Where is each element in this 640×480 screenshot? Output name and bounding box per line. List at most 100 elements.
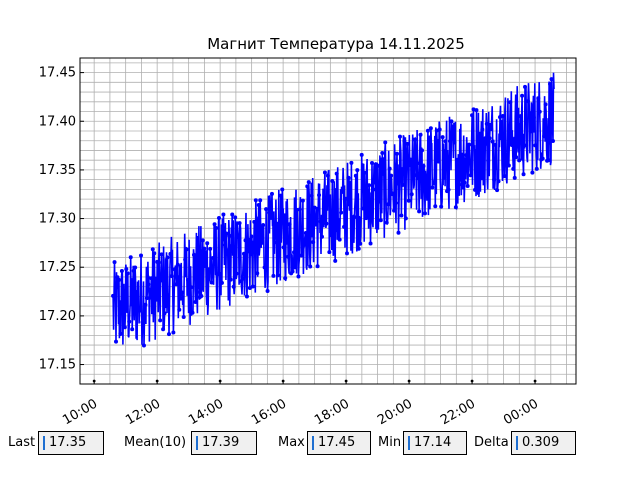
- data-point: [243, 238, 248, 243]
- data-point: [358, 241, 363, 246]
- data-point: [546, 158, 551, 163]
- data-point: [409, 192, 414, 197]
- data-point: [392, 208, 397, 213]
- mean-value-field: 17.39: [191, 431, 257, 455]
- data-point: [386, 202, 391, 207]
- data-point: [242, 251, 247, 256]
- data-point: [486, 158, 491, 163]
- data-point: [450, 136, 455, 141]
- y-tick-label: 17.30: [39, 212, 76, 227]
- data-point: [383, 140, 388, 145]
- data-point: [549, 77, 554, 82]
- max-value-field: 17.45: [307, 431, 371, 455]
- data-point: [521, 172, 526, 177]
- cursor-icon: [516, 436, 518, 450]
- data-point: [144, 296, 149, 301]
- data-point: [219, 280, 224, 285]
- data-point: [303, 231, 308, 236]
- data-point: [156, 260, 161, 265]
- data-point: [487, 136, 492, 141]
- data-point: [375, 163, 380, 168]
- data-point: [361, 206, 366, 211]
- data-point: [384, 220, 389, 225]
- data-point: [180, 290, 185, 295]
- data-point: [268, 211, 273, 216]
- data-point: [475, 190, 480, 195]
- data-point: [214, 226, 219, 231]
- data-point: [393, 200, 398, 205]
- data-point: [537, 109, 542, 114]
- data-point: [153, 276, 158, 281]
- min-label: Min: [378, 435, 402, 450]
- data-point: [402, 139, 407, 144]
- data-point: [492, 177, 497, 182]
- x-tick-label: 14:00: [186, 396, 226, 428]
- data-point: [122, 325, 127, 330]
- x-tick-label: 22:00: [438, 396, 478, 428]
- y-tick-label: 17.35: [39, 163, 76, 178]
- cursor-icon: [408, 436, 410, 450]
- data-point: [455, 157, 460, 162]
- data-point: [293, 230, 298, 235]
- data-point: [520, 93, 525, 98]
- data-point: [143, 302, 148, 307]
- data-point: [325, 173, 330, 178]
- data-point: [256, 202, 261, 207]
- data-point: [147, 287, 152, 292]
- data-point: [334, 171, 339, 176]
- y-tick-label: 17.45: [39, 66, 76, 81]
- data-point: [211, 256, 216, 261]
- data-point: [502, 174, 507, 179]
- data-point: [427, 135, 432, 140]
- data-point: [221, 212, 226, 217]
- data-point: [406, 198, 411, 203]
- data-point: [387, 166, 392, 171]
- data-point: [231, 284, 236, 289]
- data-point: [414, 173, 419, 178]
- data-point: [362, 170, 367, 175]
- data-point: [533, 143, 538, 148]
- data-point: [452, 140, 457, 145]
- data-point: [540, 156, 545, 161]
- data-point: [440, 135, 445, 140]
- data-point: [258, 198, 263, 203]
- data-point: [408, 157, 413, 162]
- data-point: [272, 221, 277, 226]
- last-value: 17.35: [49, 435, 87, 450]
- data-point: [246, 249, 251, 254]
- data-point: [196, 285, 201, 290]
- data-point: [312, 205, 317, 210]
- data-point: [228, 277, 233, 282]
- data-point: [412, 137, 417, 142]
- data-point: [317, 193, 322, 198]
- data-point: [169, 274, 174, 279]
- data-point: [278, 193, 283, 198]
- x-tick-label: 20:00: [375, 396, 415, 428]
- data-point: [178, 296, 183, 301]
- data-point: [378, 218, 383, 223]
- data-point: [212, 222, 217, 227]
- data-point: [152, 251, 157, 256]
- data-point: [405, 141, 410, 146]
- data-point: [371, 187, 376, 192]
- data-point: [233, 215, 238, 220]
- data-point: [168, 251, 173, 256]
- data-point: [161, 327, 166, 332]
- mean-label: Mean(10): [124, 435, 187, 450]
- data-point: [548, 81, 553, 86]
- data-point: [534, 166, 539, 171]
- last-value-field: 17.35: [38, 431, 104, 455]
- last-label: Last: [8, 435, 36, 450]
- max-value: 17.45: [318, 435, 356, 450]
- data-point: [490, 139, 495, 144]
- data-point: [250, 284, 255, 289]
- data-point: [509, 142, 514, 147]
- y-tick-label: 17.40: [39, 114, 76, 129]
- data-point: [121, 307, 126, 312]
- data-point: [377, 199, 382, 204]
- data-point: [447, 139, 452, 144]
- data-point: [292, 250, 297, 255]
- data-point: [370, 161, 375, 166]
- data-point: [333, 258, 338, 263]
- data-point: [119, 268, 124, 273]
